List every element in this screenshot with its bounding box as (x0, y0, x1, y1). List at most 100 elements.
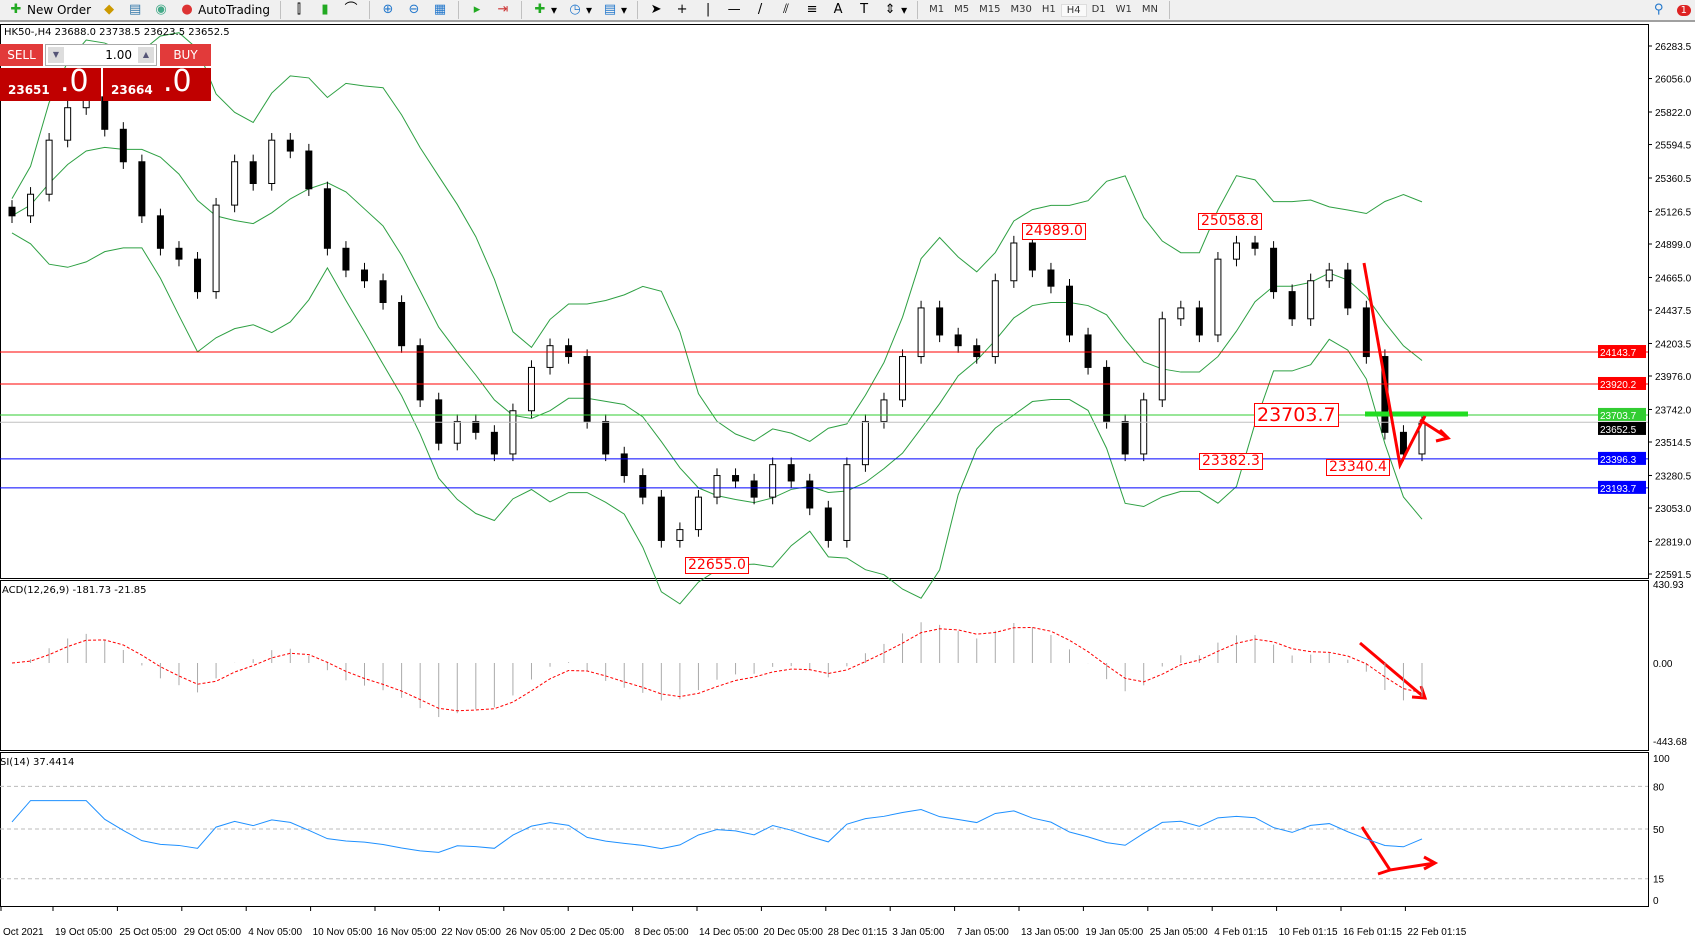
candle-body (657, 496, 665, 541)
crosshair-icon: + (676, 2, 688, 17)
price-annotation[interactable]: 24989.0 (1022, 223, 1086, 240)
candle-body (1121, 420, 1129, 455)
template-icon: ▤ (603, 2, 617, 17)
price-annotation[interactable]: 23703.7 (1254, 403, 1339, 427)
book-icon: ◆ (104, 2, 115, 17)
price-annotation[interactable]: 25058.8 (1198, 213, 1262, 230)
autoscroll-button[interactable]: ▸ (465, 0, 489, 20)
candle-body (305, 150, 313, 190)
candle-body (1232, 242, 1240, 260)
buy-button[interactable]: BUY (160, 44, 211, 66)
candle-body (954, 334, 962, 347)
timeframe-d1[interactable]: D1 (1091, 3, 1106, 15)
horizontal-line-button[interactable]: — (722, 0, 746, 20)
price-level-tag (1598, 421, 1646, 435)
data-icon: ▤ (128, 2, 142, 17)
timeframe-m5[interactable]: M5 (954, 3, 970, 15)
search-icon: ⚲ (1653, 2, 1664, 17)
cursor-button[interactable]: ➤ (644, 0, 668, 20)
candle-body (1307, 280, 1315, 320)
zoom-in-icon: ⊕ (382, 2, 394, 17)
time-label: 29 Oct 05:00 (184, 927, 242, 938)
one-click-trading-panel: SELL ▼ 1.00 ▲ BUY 23651 .0 23664 .0 (0, 44, 211, 101)
price-annotation[interactable]: 23382.3 (1199, 453, 1263, 470)
symbol-info: HK50-,H4 23688.0 23738.5 23623.5 23652.5 (4, 27, 230, 38)
arrows-button[interactable]: ⇕ ▾ (878, 0, 911, 20)
buy-price-small: 23664 (111, 83, 153, 97)
candle-body (323, 188, 331, 249)
candle-body (416, 345, 424, 401)
timeframe-m1[interactable]: M1 (929, 3, 945, 15)
price-tick-label: 24437.5 (1655, 306, 1692, 317)
rsi-label: SI(14) 37.4414 (0, 757, 75, 768)
lot-size-input[interactable]: ▼ 1.00 ▲ (45, 44, 157, 66)
templates-button[interactable]: ▤ ▾ (603, 2, 628, 17)
time-label: 4 Nov 05:00 (248, 927, 302, 938)
horizontal-line-icon: — (727, 2, 741, 17)
candle-body (1325, 269, 1333, 282)
candle-body (342, 247, 350, 271)
red-arrow-head (1423, 855, 1439, 871)
chart-shift-button[interactable]: ⇥ (491, 0, 515, 20)
metaeditor-button[interactable]: ◆ (97, 0, 121, 20)
timeframe-m30[interactable]: M30 (1010, 3, 1032, 15)
data-window-button[interactable]: ▤ (123, 0, 147, 20)
candle-chart-button[interactable]: ▮ (313, 0, 337, 20)
candle-body (1010, 242, 1018, 282)
buy-price[interactable]: 23664 .0 (103, 64, 211, 101)
timeframe-w1[interactable]: W1 (1115, 3, 1132, 15)
new-order-button[interactable]: ✚ New Order (4, 0, 95, 20)
chart-area[interactable]: 26283.5 26056.0 25822.0 25594.5 25360.5 25126… (0, 24, 1695, 938)
candle-body (750, 480, 758, 498)
new-order-icon: ✚ (10, 2, 22, 17)
price-annotation[interactable]: 22655.0 (685, 557, 749, 574)
bar-chart-button[interactable]: ⫿ (287, 0, 311, 20)
vertical-line-icon: | (705, 2, 711, 17)
macd-pane (0, 580, 1649, 751)
price-annotation[interactable]: 23340.4 (1326, 459, 1390, 476)
time-label: 7 Jan 05:00 (957, 927, 1010, 938)
chart-shift-icon: ⇥ (497, 2, 509, 17)
lot-increase-button[interactable]: ▲ (138, 47, 154, 63)
timeframe-mn[interactable]: MN (1141, 3, 1159, 15)
notifications-button[interactable]: 1 (1673, 0, 1695, 20)
crosshair-button[interactable]: + (670, 0, 694, 20)
price-level-label: 23652.5 (1600, 425, 1637, 436)
rsi-tick-label: 80 (1653, 782, 1665, 793)
signals-button[interactable]: ◉ (149, 0, 173, 20)
candle-body (1084, 334, 1092, 368)
label-button[interactable]: T (852, 0, 876, 20)
timeframe-h1[interactable]: H1 (1041, 3, 1056, 15)
timeframe-h4[interactable]: H4 (1060, 3, 1087, 17)
channel-button[interactable]: ⫽ (774, 0, 798, 20)
vertical-line-button[interactable]: | (696, 0, 720, 20)
channel-icon: ⫽ (783, 2, 789, 17)
fibo-button[interactable]: ≡ (800, 0, 824, 20)
zoom-out-button[interactable]: ⊖ (402, 0, 426, 20)
tile-icon: ▦ (433, 2, 447, 17)
sell-price[interactable]: 23651 .0 (0, 64, 101, 101)
tile-button[interactable]: ▦ (428, 0, 452, 20)
line-chart-button[interactable]: ⌒ (339, 0, 363, 20)
periods-button[interactable]: ◷ ▾ (563, 0, 596, 20)
rsi-tick-label: 0 (1653, 896, 1659, 907)
sell-button[interactable]: SELL (0, 44, 43, 66)
candle-body (769, 464, 777, 498)
text-button[interactable]: A (826, 0, 850, 20)
price-level-label: 23703.7 (1600, 411, 1637, 422)
price-tick-label: 23976.0 (1655, 372, 1692, 383)
autotrading-button[interactable]: ● AutoTrading (175, 0, 274, 20)
price-level-tag (1598, 407, 1646, 421)
candle-body (1251, 242, 1259, 249)
price-tick-label: 22591.5 (1655, 570, 1692, 581)
timeframe-m15[interactable]: M15 (979, 3, 1001, 15)
search-button[interactable]: ⚲ (1647, 0, 1671, 20)
trendline-button[interactable]: / (748, 0, 772, 20)
clock-icon: ◷ (569, 2, 581, 17)
price-tick-label: 24665.0 (1655, 273, 1692, 284)
separator (1169, 1, 1171, 19)
price-level-label: 23920.2 (1600, 380, 1637, 391)
zoom-in-button[interactable]: ⊕ (376, 0, 400, 20)
lot-decrease-button[interactable]: ▼ (48, 47, 64, 63)
indicators-button[interactable]: ✚ ▾ (528, 0, 561, 20)
